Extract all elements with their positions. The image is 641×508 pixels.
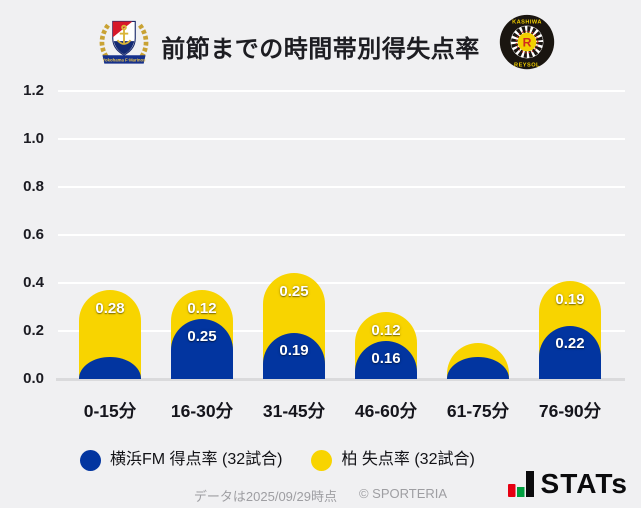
y-tick-label: 0.0 <box>23 370 44 387</box>
legend-label-yokohama: 横浜FM 得点率 (32試合) <box>110 451 283 468</box>
legend-swatch-yokohama-icon <box>80 449 101 471</box>
chart-legend: 横浜FM 得点率 (32試合) 柏 失点率 (32試合) <box>80 448 475 472</box>
bar-yokohama-goals-31-45分 <box>263 333 325 379</box>
yokohama-fm-logo: Yokohama F·Marinos <box>99 20 149 64</box>
data-as-of-note: データは2025/09/29時点 <box>193 489 337 504</box>
x-tick-label-76-90分: 76-90分 <box>538 401 602 421</box>
chart-title: 前節までの時間帯別得失点率 <box>161 36 480 63</box>
value-label-yokohama-31-45分: 0.19 <box>279 342 309 360</box>
x-tick-label-31-45分: 31-45分 <box>262 401 326 421</box>
gridline-0.8 <box>58 186 625 188</box>
footnote: データは2025/09/29時点 © SPORTERIA <box>0 486 641 505</box>
gridline-1.2 <box>58 90 625 92</box>
gridline-0.2 <box>58 330 625 332</box>
bar-yokohama-goals-61-75分 <box>447 357 509 379</box>
gridline-1.0 <box>58 138 625 140</box>
stats-brand-logo: STATs <box>507 468 628 499</box>
y-tick-label: 0.8 <box>23 178 44 195</box>
stats-brand-text: STATs <box>540 468 628 499</box>
x-tick-label-46-60分: 46-60分 <box>354 401 418 421</box>
gridline-0.6 <box>58 234 625 236</box>
bar-yokohama-goals-0-15分 <box>79 357 141 379</box>
value-label-yokohama-16-30分: 0.25 <box>187 328 217 345</box>
gridline-0.0 <box>56 378 625 381</box>
bar-yokohama-goals-16-30分 <box>171 319 233 379</box>
gridline-0.4 <box>58 282 625 284</box>
value-label-kashiwa-0-15分: 0.28 <box>95 300 125 318</box>
value-label-kashiwa-46-60分: 0.12 <box>371 321 401 339</box>
yokohama-logo-banner-text: Yokohama F·Marinos <box>102 57 146 62</box>
bar-yokohama-goals-76-90分 <box>539 326 601 379</box>
value-label-kashiwa-31-45分: 0.25 <box>279 283 309 301</box>
y-tick-label: 1.2 <box>23 82 44 99</box>
copyright: © SPORTERIA <box>358 486 448 501</box>
legend-item-yokohama: 横浜FM 得点率 (32試合) <box>80 448 282 472</box>
value-label-kashiwa-76-90分: 0.19 <box>555 290 585 308</box>
y-tick-label: 0.2 <box>23 322 44 339</box>
bar-chart-icon <box>507 471 534 497</box>
value-label-yokohama-46-60分: 0.16 <box>371 349 401 367</box>
x-tick-label-61-75分: 61-75分 <box>446 401 510 421</box>
legend-label-kashiwa: 柏 失点率 (32試合) <box>341 451 475 468</box>
kashiwa-reysol-logo: R KASHIWA REYSOL <box>499 14 555 70</box>
x-tick-label-0-15分: 0-15分 <box>83 401 137 421</box>
reysol-logo-text-top: KASHIWA <box>512 20 542 26</box>
y-tick-label: 1.0 <box>23 130 44 147</box>
x-tick-label-16-30分: 16-30分 <box>170 401 234 421</box>
value-label-kashiwa-16-30分: 0.12 <box>187 300 217 318</box>
reysol-logo-letter: R <box>523 36 532 50</box>
legend-item-kashiwa: 柏 失点率 (32試合) <box>311 448 475 472</box>
legend-swatch-kashiwa-icon <box>311 449 333 471</box>
reysol-logo-text-bottom: REYSOL <box>514 62 540 68</box>
y-tick-label: 0.6 <box>23 226 44 243</box>
y-tick-label: 0.4 <box>23 274 44 291</box>
value-label-yokohama-76-90分: 0.22 <box>555 335 585 353</box>
